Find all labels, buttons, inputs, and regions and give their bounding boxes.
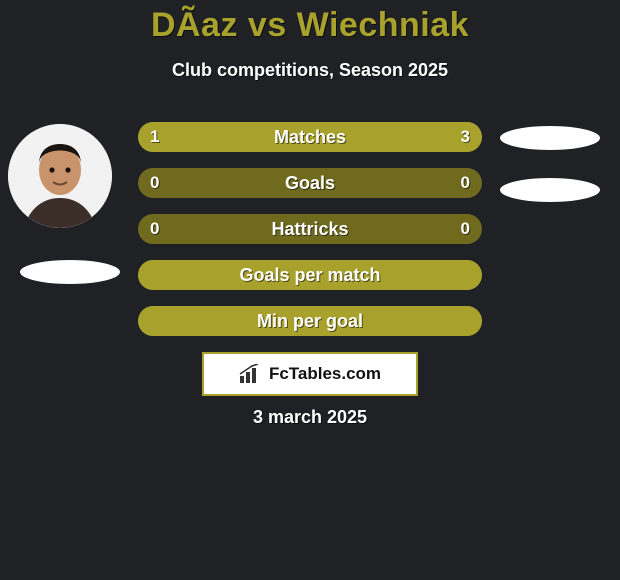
- player-left-avatar: [8, 124, 112, 228]
- stat-value-right: 0: [461, 168, 470, 198]
- stat-bar-goals-per-match: Goals per match: [138, 260, 482, 290]
- stat-bar-matches: 1 Matches 3: [138, 122, 482, 152]
- bar-chart-icon: [239, 364, 263, 384]
- player-right-name-placeholder: [500, 178, 600, 202]
- stat-label: Matches: [138, 122, 482, 152]
- stat-bars: 1 Matches 3 0 Goals 0 0 Hattricks 0 Goal…: [138, 122, 482, 352]
- stat-value-right: 3: [461, 122, 470, 152]
- stat-bar-goals: 0 Goals 0: [138, 168, 482, 198]
- player-right-avatar-placeholder: [500, 126, 600, 150]
- stat-label: Hattricks: [138, 214, 482, 244]
- comparison-infographic: DÃ­az vs Wiechniak Club competitions, Se…: [0, 0, 620, 580]
- subtitle: Club competitions, Season 2025: [0, 60, 620, 81]
- stat-value-right: 0: [461, 214, 470, 244]
- player-left-name-placeholder: [20, 260, 120, 284]
- stat-bar-hattricks: 0 Hattricks 0: [138, 214, 482, 244]
- branding-badge: FcTables.com: [202, 352, 418, 396]
- person-silhouette-icon: [8, 124, 112, 228]
- stat-label: Goals: [138, 168, 482, 198]
- branding-text: FcTables.com: [269, 364, 381, 384]
- stat-bar-min-per-goal: Min per goal: [138, 306, 482, 336]
- stat-label: Goals per match: [138, 260, 482, 290]
- page-title: DÃ­az vs Wiechniak: [0, 6, 620, 45]
- generated-date: 3 march 2025: [0, 407, 620, 428]
- stat-label: Min per goal: [138, 306, 482, 336]
